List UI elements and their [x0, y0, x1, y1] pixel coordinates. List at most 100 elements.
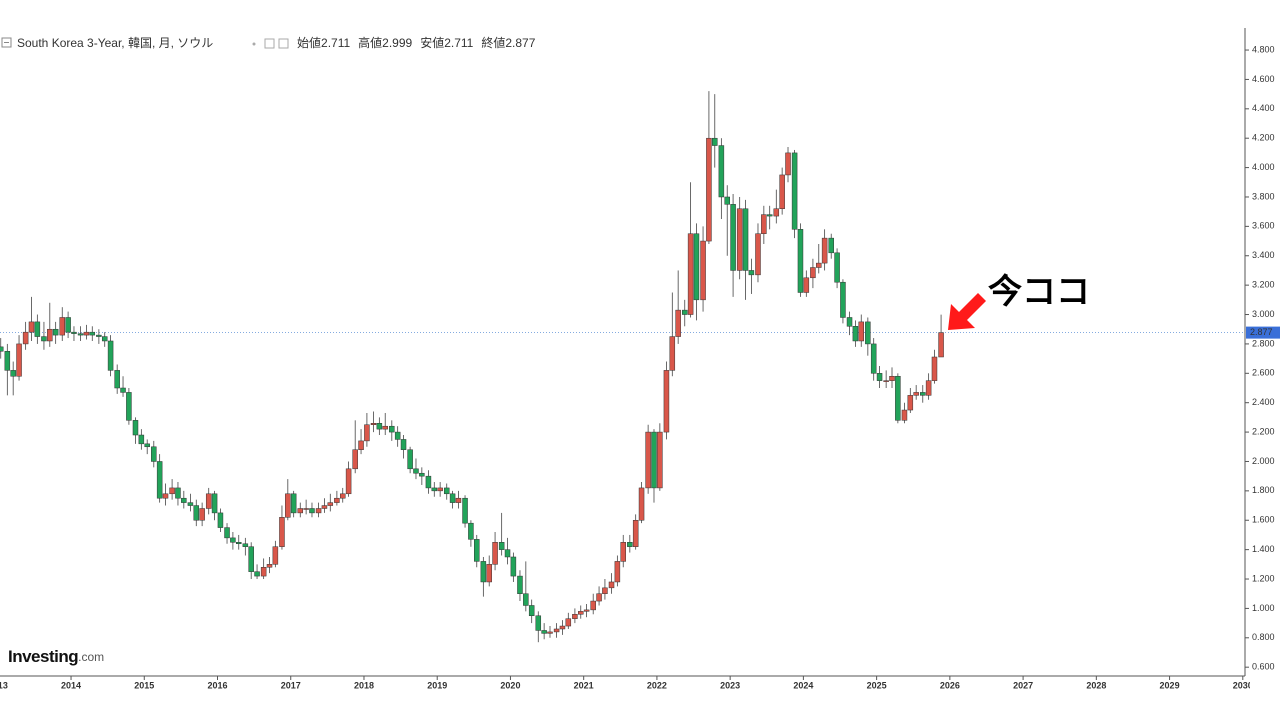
candle-body: [205, 493, 212, 509]
last-price-box: [1246, 326, 1280, 339]
y-tick-label: 0.600: [1252, 662, 1275, 672]
candle-body: [870, 343, 877, 374]
candle-body: [407, 449, 413, 470]
candle-body: [382, 425, 388, 430]
y-tick-label: 2.400: [1252, 397, 1275, 407]
candle-body: [41, 336, 47, 342]
candle-body: [279, 517, 285, 547]
candle-body: [572, 614, 578, 619]
candle-body: [272, 546, 279, 565]
y-tick-label: 1.200: [1252, 573, 1275, 583]
candle-body: [578, 611, 584, 615]
candle-body: [107, 340, 114, 371]
candle-body: [34, 321, 41, 337]
last-price-label: 2.877: [1250, 327, 1273, 337]
candle-body: [517, 575, 523, 594]
candle-body: [565, 618, 572, 627]
candle-body: [352, 449, 358, 470]
candle-body: [821, 237, 828, 264]
y-tick-label: 3.200: [1252, 280, 1275, 290]
candle-body: [602, 587, 608, 594]
candle-body: [315, 508, 322, 514]
candle-body: [4, 351, 11, 371]
candle-body: [28, 321, 35, 333]
ohlc-value: 2.711: [444, 36, 473, 50]
candle-body: [224, 527, 230, 539]
y-tick-label: 2.600: [1252, 368, 1275, 378]
x-tick-label: 2028: [1086, 680, 1106, 690]
y-tick-label: 4.600: [1252, 74, 1275, 84]
candle-body: [761, 214, 767, 234]
ohlc-value: 2.711: [321, 36, 350, 50]
candle-body: [498, 542, 505, 550]
y-tick-label: 1.600: [1252, 515, 1275, 525]
candle-body: [791, 152, 798, 230]
settings-icon[interactable]: [278, 38, 289, 49]
candle-body: [755, 233, 761, 276]
candle-body: [547, 631, 553, 634]
candle-body: [96, 334, 102, 337]
y-tick-label: 4.200: [1252, 133, 1275, 143]
candle-body: [480, 561, 487, 583]
candle-body: [828, 237, 834, 254]
candle-body: [834, 252, 840, 283]
collapse-icon[interactable]: [1, 37, 12, 48]
candle-body: [663, 370, 670, 433]
candle-layer: [0, 91, 944, 643]
x-tick-label: 2016: [207, 680, 227, 690]
candle-body: [920, 392, 926, 396]
candle-body: [162, 493, 169, 499]
candle-body: [645, 431, 651, 489]
candle-body: [730, 204, 736, 271]
candle-body: [528, 605, 535, 617]
y-tick-label: 3.400: [1252, 250, 1275, 260]
candle-body: [883, 380, 889, 382]
candle-body: [376, 423, 383, 430]
candle-body: [394, 431, 401, 440]
candle-body: [462, 497, 468, 524]
candle-body: [901, 409, 908, 421]
candle-body: [10, 370, 16, 377]
candle-body: [334, 497, 340, 503]
candle-body: [840, 281, 846, 318]
candle-body: [651, 431, 657, 489]
candle-body: [83, 331, 90, 336]
x-tick-label: 2014: [61, 680, 81, 690]
candle-body: [895, 375, 901, 421]
candle-body: [468, 522, 474, 540]
annotation-arrow: [948, 293, 986, 330]
candle-body: [389, 425, 395, 433]
candle-body: [638, 487, 645, 521]
x-axis: 2013 2014 2015 2016 2017 2018 2019 2020 2021 2022…: [0, 676, 1250, 690]
candle-body: [779, 174, 785, 209]
candle-body: [71, 331, 77, 334]
ohlc-value: 2.999: [382, 36, 412, 50]
annotation-text: 今ココ: [988, 272, 1090, 311]
eye-icon[interactable]: [264, 38, 275, 49]
candle-body: [187, 502, 194, 506]
candle-body: [285, 493, 291, 518]
candle-body: [199, 508, 205, 521]
candle-body: [211, 493, 218, 514]
candle-body: [669, 336, 676, 371]
x-tick-label: 2018: [354, 680, 374, 690]
candle-body: [260, 567, 267, 577]
candle-body: [0, 346, 4, 352]
candle-body: [938, 332, 944, 358]
candle-body: [523, 593, 529, 606]
x-tick-label: 2029: [1160, 680, 1180, 690]
y-tick-label: 4.000: [1252, 162, 1275, 172]
candle-body: [632, 519, 639, 547]
x-tick-label: 2026: [940, 680, 960, 690]
logo-name: Investing: [8, 647, 78, 666]
x-tick-label: 2023: [720, 680, 740, 690]
candle-body: [931, 356, 938, 381]
candle-body: [620, 542, 626, 562]
candle-body: [675, 309, 681, 337]
candle-body: [583, 609, 590, 612]
x-tick-label: 2025: [867, 680, 887, 690]
candle-body: [120, 387, 126, 393]
candle-body: [614, 561, 621, 583]
candle-body: [700, 240, 706, 301]
